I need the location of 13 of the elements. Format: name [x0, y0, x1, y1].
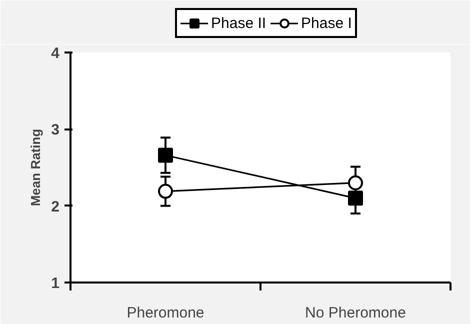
y-tick-label: 4 — [51, 45, 60, 62]
point — [158, 148, 173, 163]
y-tick-label: 1 — [51, 275, 60, 292]
point — [348, 175, 363, 190]
y-axis-title: Mean Rating — [28, 128, 44, 206]
point — [158, 184, 173, 199]
point — [348, 190, 363, 206]
x-tick-label: Pheromone — [126, 304, 204, 322]
legend-label: Phase II — [211, 14, 266, 32]
x-tick-label: No Pheromone — [305, 304, 406, 322]
legend-label: Phase I — [301, 14, 352, 32]
y-tick-label: 2 — [51, 198, 60, 216]
y-tick-label: 3 — [51, 122, 60, 139]
